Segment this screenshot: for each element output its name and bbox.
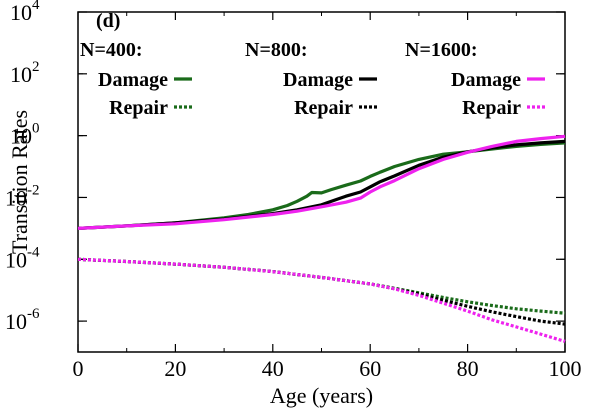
x-tick-label: 60 [359,356,381,381]
y-tick-label: 10-6 [5,306,40,334]
series-layer [77,134,566,343]
x-tick-label: 0 [73,356,84,381]
x-tick-label: 100 [549,356,582,381]
series-line-damage-n2 [77,134,566,230]
legend-group-title: N=800: [245,39,308,61]
series-line-repair-n1 [77,257,566,326]
legend-label-repair: Repair [294,97,353,119]
x-tick-label: 20 [164,356,186,381]
y-tick-base: 10 [5,247,27,272]
x-tick-label: 40 [262,356,284,381]
legend: N=400: Damage Repair N=800: Damage Repair N=16… [80,39,545,119]
y-tick-exponent: -2 [27,182,40,198]
y-tick-base: 10 [5,309,27,334]
x-tick-label: 80 [457,356,479,381]
y-tick-exponent: 2 [32,59,40,75]
y-axis-title: Transition Rates [7,110,32,254]
y-tick-exponent: 0 [32,121,40,137]
y-tick-base: 10 [10,0,32,25]
series-line-repair-n0 [77,257,566,315]
y-tick-exponent: -6 [27,306,40,322]
y-tick-base: 10 [10,62,32,87]
series-line-damage-n1 [77,139,566,230]
x-axis-title: Age (years) [270,383,373,408]
legend-label-damage: Damage [98,69,168,91]
y-tick-base: 10 [10,124,32,149]
legend-group-title: N=1600: [405,39,478,61]
legend-group-title: N=400: [80,39,143,61]
plot-frame [77,11,566,353]
legend-label-damage: Damage [451,69,521,91]
y-tick-label: 100 [10,121,40,149]
y-tick-exponent: -4 [27,244,40,260]
y-tick-exponent: 4 [32,0,40,13]
panel-label: (d) [96,10,120,32]
y-tick-label: 10-4 [5,244,40,272]
series-line-repair-n2 [77,257,566,343]
legend-label-repair: Repair [109,97,168,119]
y-tick-base: 10 [5,185,27,210]
y-tick-label: 10-2 [5,182,40,210]
y-tick-label: 102 [10,59,40,87]
legend-label-repair: Repair [462,97,521,119]
legend-label-damage: Damage [283,69,353,91]
series-line-damage-n0 [77,141,566,230]
y-tick-label: 104 [10,0,40,25]
